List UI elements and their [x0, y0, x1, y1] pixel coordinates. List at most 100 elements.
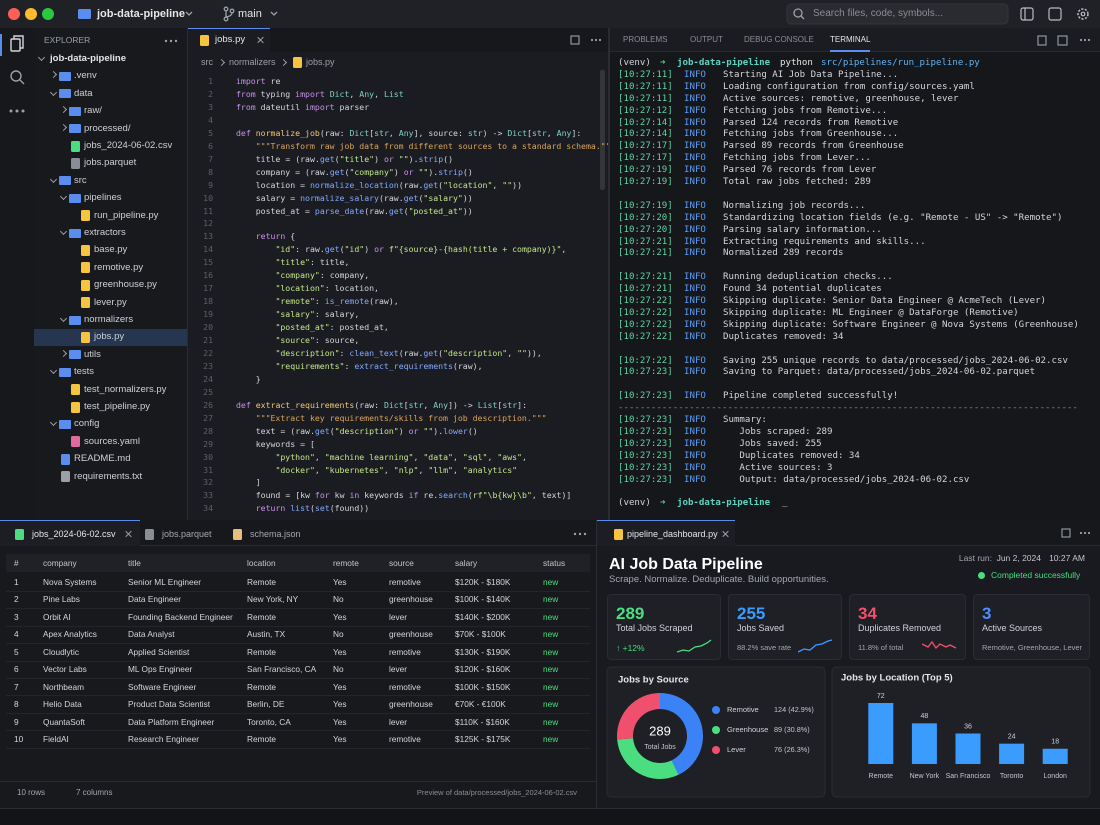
panel-tab[interactable]: PROBLEMS — [623, 35, 668, 44]
code-token: "title" — [275, 257, 310, 268]
search-view-icon[interactable] — [10, 70, 25, 85]
stat-card — [728, 594, 842, 660]
code-token: ( — [467, 425, 473, 436]
panel-tab[interactable]: OUTPUT — [690, 35, 723, 44]
folder-name[interactable]: tests — [74, 366, 95, 378]
log-level: INFO — [684, 177, 706, 187]
code-line: ] — [236, 475, 261, 489]
folder-name[interactable]: data — [74, 87, 93, 99]
folder-name[interactable]: config — [74, 418, 100, 430]
file-name[interactable]: remotive.py — [94, 261, 144, 273]
dashboard-tab[interactable]: pipeline_dashboard.py — [627, 529, 718, 539]
folder-name[interactable]: raw/ — [84, 105, 102, 117]
file-icon — [71, 157, 80, 169]
file-name[interactable]: jobs.parquet — [84, 157, 137, 169]
folder-name[interactable]: processed/ — [84, 122, 131, 134]
log-time: [10:27:20] — [618, 212, 673, 223]
code-token: ) — [467, 192, 473, 203]
table-tab[interactable]: schema.json — [250, 529, 301, 539]
close-button[interactable] — [8, 8, 20, 20]
repo-dropdown[interactable] — [185, 11, 193, 16]
line-number: 9 — [208, 179, 213, 190]
table-cell: Toronto, CA — [247, 716, 291, 727]
panel-tab[interactable]: TERMINAL — [830, 35, 871, 44]
code-token: "" — [418, 166, 429, 177]
file-name[interactable]: lever.py — [94, 296, 127, 308]
table-cell: Austin, TX — [247, 629, 286, 640]
more-views-icon[interactable] — [9, 109, 25, 113]
breadcrumb-item[interactable]: normalizers — [229, 57, 276, 67]
repo-name[interactable]: job-data-pipeline — [97, 8, 185, 20]
folder-name[interactable]: .venv — [74, 70, 97, 82]
code-token: raw — [374, 296, 389, 307]
run-status: Completed successfully — [991, 570, 1081, 580]
code-token: . — [314, 153, 320, 164]
folder-name[interactable]: utils — [84, 348, 101, 360]
breadcrumb-item[interactable]: jobs.py — [306, 57, 335, 67]
file-name[interactable]: run_pipeline.py — [94, 209, 159, 221]
code-token: . — [398, 192, 404, 203]
panel-menu[interactable] — [1079, 38, 1091, 42]
branch-name[interactable]: main — [238, 8, 262, 20]
file-name[interactable]: greenhouse.py — [94, 279, 157, 291]
panel-tab[interactable]: DEBUG CONSOLE — [744, 35, 814, 44]
file-name[interactable]: test_pipeline.py — [84, 401, 151, 412]
code-token: "machine learning" — [324, 451, 414, 462]
table-tab[interactable]: jobs.parquet — [162, 529, 212, 539]
file-name[interactable]: sources.yaml — [84, 435, 140, 447]
minimize-button[interactable] — [25, 8, 37, 20]
activity-icons — [0, 34, 25, 113]
folder-name[interactable]: pipelines — [84, 192, 122, 204]
dashboard-menu[interactable] — [1079, 531, 1091, 535]
file-name[interactable]: requirements.txt — [74, 470, 143, 482]
folder-name[interactable]: extractors — [84, 227, 126, 238]
log-level: INFO — [684, 153, 706, 164]
table-menu[interactable] — [571, 529, 591, 539]
code-token: get — [388, 205, 404, 216]
branch-dropdown[interactable] — [270, 11, 278, 16]
file-name[interactable]: test_normalizers.py — [84, 383, 167, 395]
toggle-sidebar[interactable] — [1020, 7, 1034, 21]
explorer-menu[interactable] — [162, 36, 182, 46]
terminal-panel: PROBLEMS OUTPUT DEBUG CONSOLE TERMINAL (venv… — [610, 28, 1100, 520]
file-icon — [61, 471, 70, 483]
code-token — [236, 322, 275, 332]
code-token: def — [236, 127, 251, 138]
new-terminal[interactable] — [1037, 35, 1047, 46]
table-tab[interactable]: jobs_2024-06-02.csv — [32, 529, 116, 539]
maximize-panel[interactable] — [1061, 528, 1071, 538]
code-token: str — [531, 127, 547, 138]
settings-icon[interactable] — [1077, 8, 1089, 20]
folder-name[interactable]: src — [74, 174, 87, 186]
code-token: ) — [517, 179, 523, 190]
split-editor[interactable] — [570, 35, 580, 45]
log-message: Fetching jobs from Greenhouse... — [723, 129, 899, 140]
search-box[interactable] — [786, 3, 1009, 25]
code-token: ) — [433, 425, 439, 436]
zoom-button[interactable] — [42, 8, 54, 20]
toggle-panel[interactable] — [1048, 7, 1062, 21]
code-token: , — [314, 464, 320, 475]
code-token: } — [255, 373, 261, 384]
folder-name[interactable]: job-data-pipeline — [50, 53, 126, 64]
column-count: 7 columns — [76, 788, 113, 797]
editor-menu[interactable] — [590, 38, 602, 42]
table-cell: Yes — [333, 577, 347, 587]
file-name[interactable]: base.py — [94, 244, 128, 256]
code-token: : — [374, 399, 379, 410]
code-token: . — [383, 205, 389, 216]
file-name[interactable]: README.md — [74, 453, 131, 465]
code-token: get — [314, 425, 330, 436]
breadcrumb-item[interactable]: src — [201, 57, 213, 67]
editor-tab-label[interactable]: jobs.py — [215, 34, 246, 45]
code-token: ( — [364, 205, 370, 216]
file-name[interactable]: jobs_2024-06-02.csv — [84, 140, 173, 151]
explorer-icon[interactable] — [10, 35, 24, 52]
code-token: posted_at — [339, 322, 384, 333]
folder-name[interactable]: normalizers — [84, 314, 134, 325]
scrollbar[interactable] — [600, 70, 605, 190]
code-token: . — [433, 490, 439, 501]
split-terminal[interactable] — [1057, 35, 1068, 46]
file-name[interactable]: jobs.py — [94, 331, 125, 343]
command: python — [780, 58, 813, 68]
